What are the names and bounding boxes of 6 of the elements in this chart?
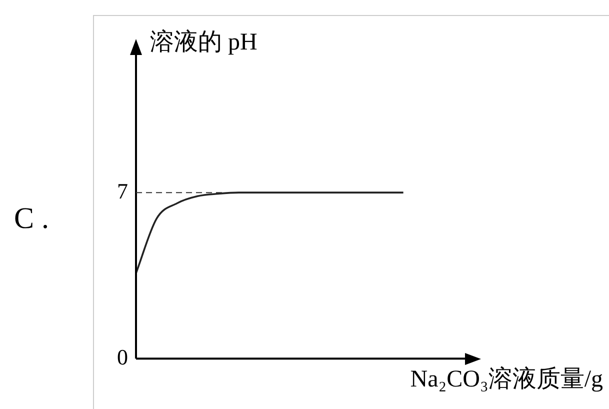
text: C . [14,202,50,235]
y-tick-label: 7 [117,178,128,204]
line-series [135,192,404,274]
x-axis-title: Na₂CO₃溶液质量/g [410,365,603,392]
chart-title: 溶液的 pH [150,28,258,56]
y-tick-label: 0 [117,344,128,370]
